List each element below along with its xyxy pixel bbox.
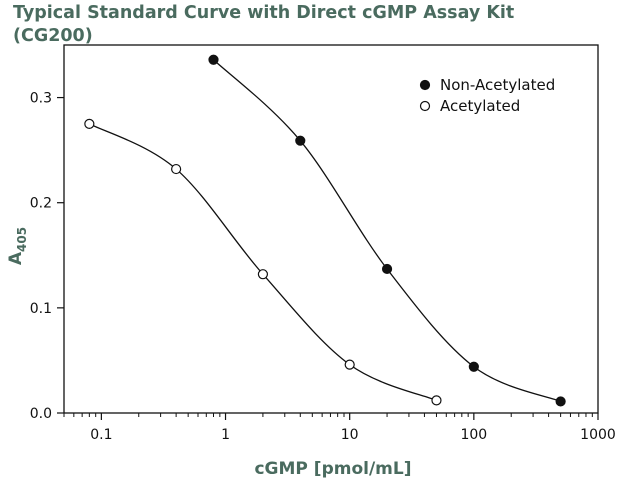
y-tick-label: 0.0 [30, 406, 52, 422]
y-axis-label-main: A [6, 251, 26, 265]
points-group [84, 54, 566, 407]
y-tick-label: 0.2 [30, 196, 52, 212]
axes-group: 0.1 1 10 100 1000 0.0 0.1 0.2 0.3 [30, 44, 616, 443]
x-tick-label: 1000 [580, 427, 616, 443]
svg-text:A405: A405 [6, 227, 29, 265]
legend-marker-1 [419, 79, 431, 91]
series-curve-2 [89, 123, 437, 401]
legend-label-1: Non-Acetylated [440, 76, 555, 94]
y-axis-label-subscript: 405 [15, 227, 29, 252]
chart-title-line-2: (CG200) [13, 26, 93, 46]
legend: Non-Acetylated Acetylated [419, 76, 555, 115]
chart-title: Typical Standard Curve with Direct cGMP … [13, 2, 613, 48]
legend-marker-2 [419, 100, 431, 112]
y-tick-label: 0.3 [30, 91, 52, 107]
chart-title-line-1: Typical Standard Curve with Direct cGMP … [13, 3, 515, 23]
data-point-filled [295, 135, 306, 146]
data-point-filled [208, 54, 219, 65]
plot-frame [63, 44, 599, 414]
x-tick-label: 100 [460, 427, 487, 443]
x-tick-label: 1 [221, 427, 230, 443]
legend-label-2: Acetylated [440, 97, 520, 115]
y-axis-label: A405 [6, 227, 29, 265]
x-tick-label: 10 [341, 427, 359, 443]
data-point-open [257, 269, 269, 280]
data-point-filled [381, 263, 393, 275]
data-point-filled [555, 396, 566, 407]
x-tick-label: 0.1 [90, 427, 112, 443]
data-point-filled [468, 361, 479, 372]
data-point-open [431, 395, 442, 406]
y-tick-label: 0.1 [30, 301, 52, 317]
x-axis-label: cGMP [pmol/mL] [254, 459, 411, 479]
data-point-open [344, 359, 355, 370]
data-point-open [84, 118, 95, 129]
data-point-open [171, 163, 182, 175]
